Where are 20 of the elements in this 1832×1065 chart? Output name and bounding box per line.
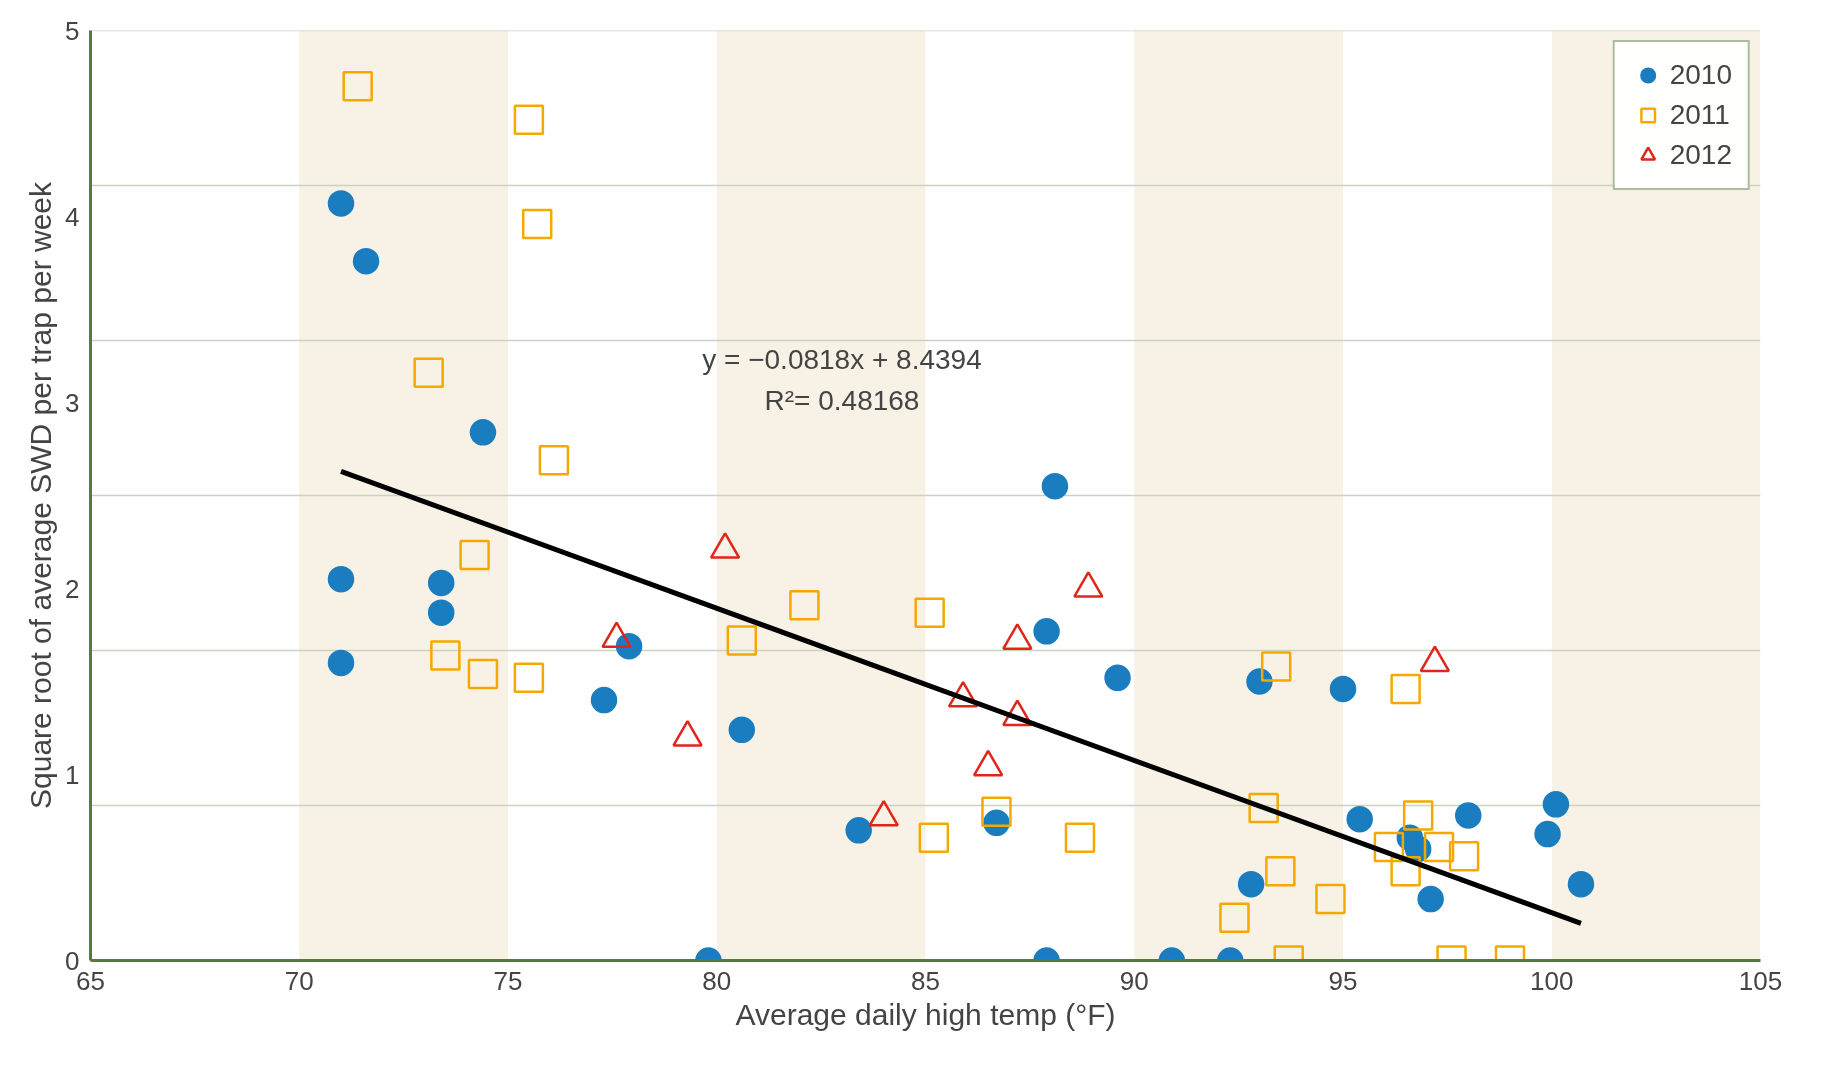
- y-tick-label: 4: [65, 201, 80, 232]
- x-tick-label: 90: [1119, 965, 1149, 996]
- x-tick-label: 105: [1738, 965, 1783, 996]
- x-tick-label: 100: [1530, 965, 1574, 996]
- x-tick-label: 80: [702, 965, 732, 996]
- annotation: y = −0.0818x + 8.4394: [702, 343, 982, 375]
- legend-label: 2010: [1669, 59, 1732, 91]
- x-tick-label: 70: [284, 965, 314, 996]
- annotation: R²= 0.48168: [764, 385, 920, 417]
- x-tick-label: 75: [493, 965, 523, 996]
- legend-label: 2012: [1669, 139, 1732, 171]
- y-axis-title: Square root of average SWD per trap per week: [24, 181, 58, 809]
- x-tick-label: 85: [911, 965, 940, 996]
- x-tick-label: 95: [1328, 965, 1358, 996]
- x-axis-title: Average daily high temp (°F): [735, 997, 1116, 1031]
- y-tick-label: 3: [65, 387, 80, 418]
- legend-label: 2011: [1669, 99, 1730, 131]
- y-tick-label: 5: [65, 15, 80, 46]
- y-tick-label: 2: [65, 573, 80, 604]
- y-tick-label: 1: [65, 759, 80, 790]
